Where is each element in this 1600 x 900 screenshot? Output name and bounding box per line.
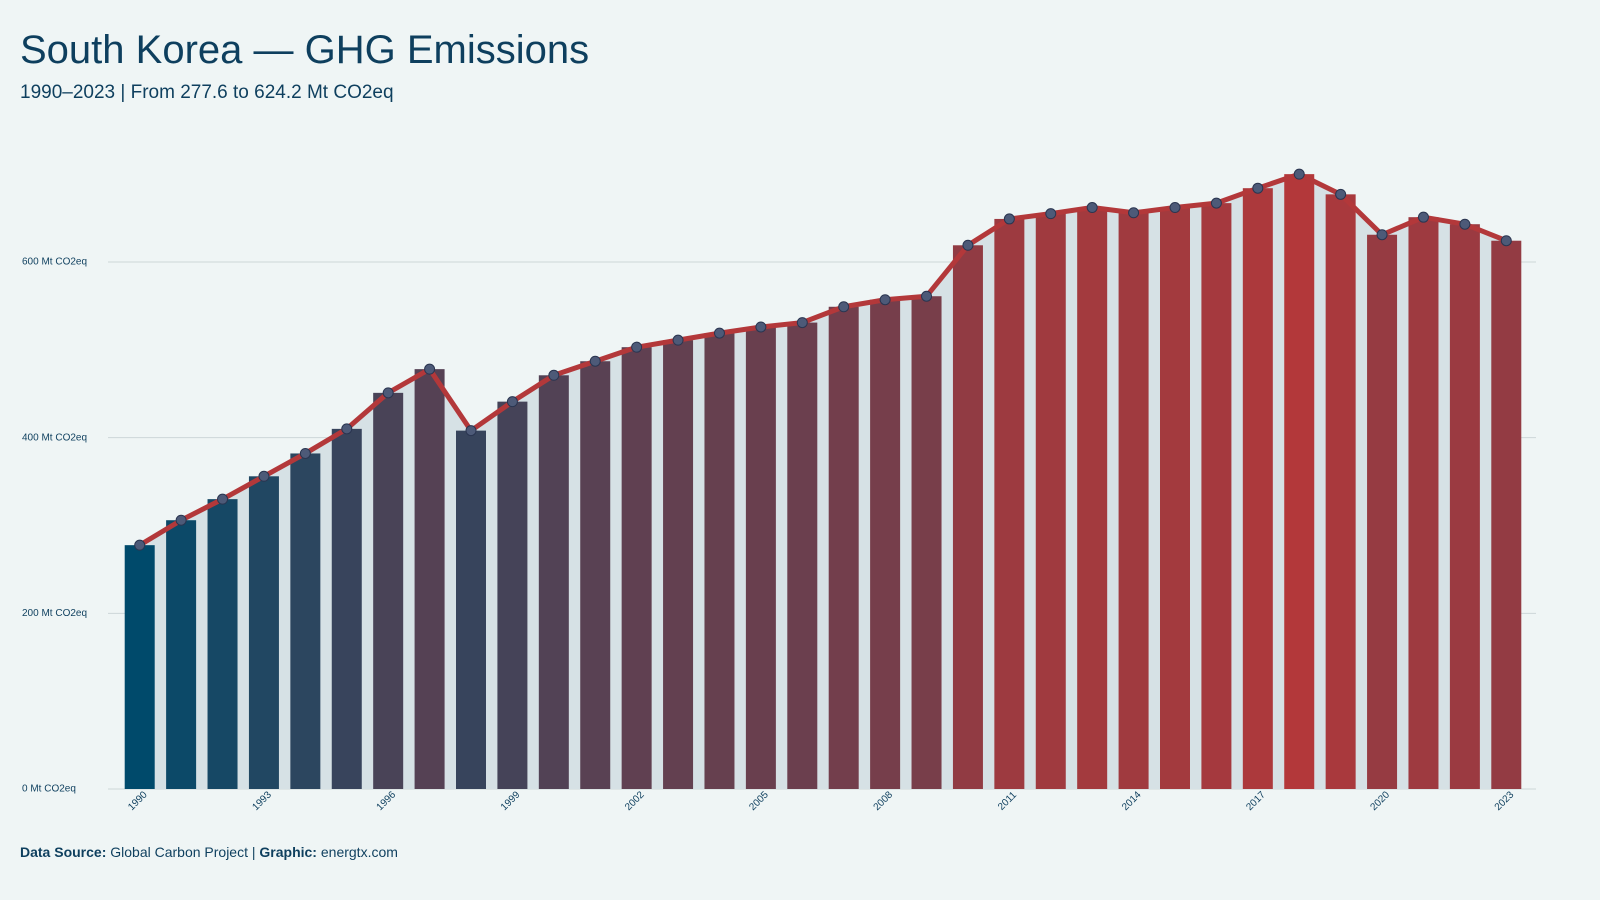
bar: [1408, 217, 1439, 790]
x-tick-label: 2008: [872, 789, 896, 813]
bar: [248, 476, 279, 789]
marker: [175, 514, 187, 526]
bar: [1367, 234, 1398, 790]
marker: [921, 290, 933, 302]
x-tick-label: 1996: [375, 789, 399, 813]
bar: [373, 392, 404, 789]
bar: [1035, 213, 1066, 789]
marker: [1210, 197, 1222, 209]
bar: [870, 299, 901, 789]
x-tick-label: 1993: [250, 789, 274, 813]
marker: [258, 470, 270, 482]
bar: [952, 245, 983, 789]
marker: [1252, 182, 1264, 194]
marker: [796, 317, 808, 329]
marker: [1335, 188, 1347, 200]
chart-subtitle: 1990–2023 | From 277.6 to 624.2 Mt CO2eq: [20, 82, 394, 103]
x-tick-label: 1999: [499, 789, 523, 813]
footer: Data Source: Global Carbon Project | Gra…: [20, 844, 398, 860]
x-tick-label: 1990: [126, 789, 150, 813]
marker: [1500, 235, 1512, 247]
bar: [911, 296, 942, 789]
y-tick-label: 400 Mt CO2eq: [22, 432, 87, 443]
bar: [828, 306, 859, 789]
y-tick-label: 200 Mt CO2eq: [22, 608, 87, 619]
y-tick-label: 600 Mt CO2eq: [22, 257, 87, 268]
x-tick-label: 2002: [623, 789, 647, 813]
bar: [1242, 188, 1273, 789]
marker: [1169, 202, 1181, 214]
bar: [1118, 212, 1149, 789]
marker: [838, 301, 850, 313]
x-tick-label: 2020: [1369, 789, 1393, 813]
bar: [331, 428, 362, 789]
marker: [713, 327, 725, 339]
bar: [580, 361, 611, 789]
marker: [341, 423, 353, 435]
bar: [1284, 174, 1315, 789]
marker: [1086, 202, 1098, 214]
bar: [1160, 207, 1190, 789]
bar: [1491, 240, 1522, 790]
bar: [1449, 224, 1480, 789]
marker: [1417, 211, 1429, 223]
bar: [207, 499, 238, 789]
marker: [755, 321, 767, 333]
chart: South Korea — GHG Emissions 1990–2023 | …: [20, 28, 1536, 860]
bar: [787, 322, 818, 789]
bar: [456, 430, 486, 789]
bar: [1077, 207, 1108, 789]
bar: [621, 347, 652, 789]
bar: [166, 520, 197, 789]
marker: [465, 425, 477, 437]
marker: [1128, 207, 1140, 219]
marker: [962, 239, 974, 251]
x-tick-label: 2023: [1493, 789, 1517, 813]
bar: [497, 401, 528, 789]
marker: [134, 539, 146, 551]
marker: [1376, 229, 1388, 241]
marker: [672, 334, 684, 346]
bar: [1325, 194, 1356, 790]
marker: [1459, 218, 1471, 230]
marker: [1003, 213, 1015, 225]
chart-title: South Korea — GHG Emissions: [20, 28, 589, 72]
marker: [217, 493, 229, 505]
source: Global Carbon Project |: [110, 844, 255, 860]
marker: [382, 387, 394, 399]
y-tick-label: 0 Mt CO2eq: [22, 784, 76, 795]
bar: [663, 340, 694, 789]
marker: [631, 341, 643, 353]
bar: [704, 333, 735, 789]
graphic: energtx.com: [321, 844, 398, 860]
graphic-label: Graphic:: [259, 844, 317, 860]
marker: [589, 355, 601, 367]
bar: [745, 326, 776, 789]
marker: [1045, 208, 1057, 220]
bar: [124, 545, 155, 789]
marker: [424, 363, 436, 375]
marker: [879, 294, 891, 306]
bar: [994, 218, 1025, 789]
bar: [290, 453, 321, 789]
bar: [1201, 203, 1232, 789]
bar: [414, 369, 445, 789]
x-tick-label: 2005: [747, 789, 771, 813]
bar: [538, 375, 569, 789]
marker: [506, 396, 518, 408]
source-label: Data Source:: [20, 844, 106, 860]
marker: [548, 369, 560, 381]
line: [138, 171, 1508, 548]
marker: [299, 447, 311, 459]
x-tick-label: 2014: [1120, 789, 1144, 813]
x-tick-label: 2017: [1244, 789, 1268, 813]
x-tick-label: 2011: [996, 789, 1019, 812]
marker: [1293, 168, 1305, 180]
